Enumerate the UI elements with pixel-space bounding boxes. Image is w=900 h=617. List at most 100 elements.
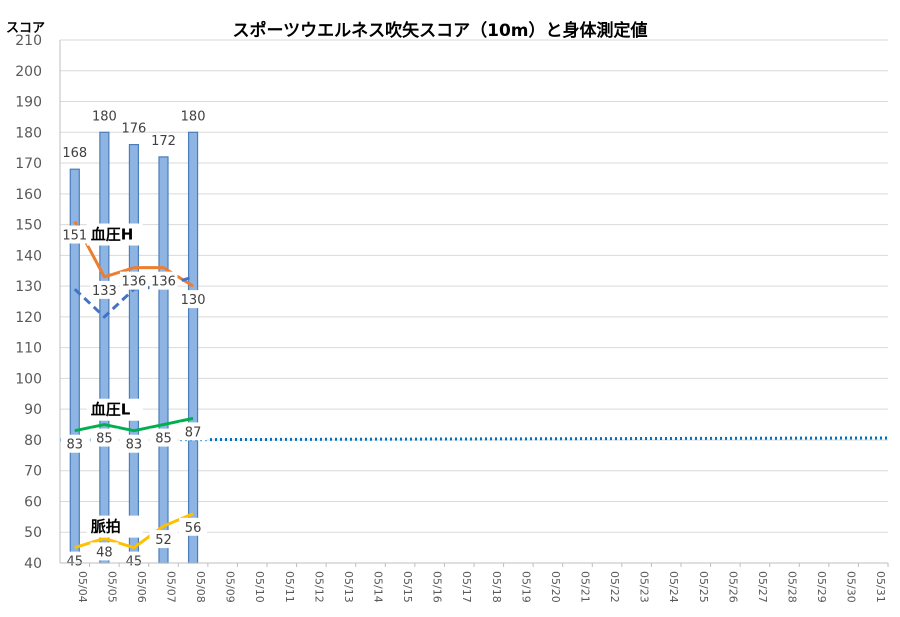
bar (187, 131, 199, 564)
x-tick-label: 05/25 (697, 571, 710, 603)
data-label: 151 (62, 229, 87, 244)
x-tick-label: 05/24 (667, 571, 680, 603)
series-label-bg (86, 515, 143, 538)
data-label: 83 (67, 438, 84, 453)
data-label: 48 (96, 545, 113, 560)
x-tick-label: 05/08 (194, 571, 207, 603)
y-tick-label: 60 (24, 494, 42, 510)
x-tick-label: 05/10 (253, 571, 266, 603)
data-label: 130 (181, 293, 206, 308)
x-tick-label: 05/13 (342, 571, 355, 603)
data-label: 133 (92, 284, 117, 299)
line-series (59, 220, 889, 550)
y-tick-label: 190 (15, 95, 42, 111)
data-label: 136 (122, 275, 147, 290)
x-tick-label: 05/21 (579, 571, 592, 603)
x-tick-label: 05/23 (638, 571, 651, 603)
x-tick-label: 05/28 (786, 571, 799, 603)
x-tick-label: 05/17 (460, 571, 473, 603)
x-tick-label: 05/14 (372, 571, 385, 603)
x-tick-label: 05/04 (76, 571, 89, 603)
y-tick-label: 160 (15, 187, 42, 203)
x-tick-label: 05/09 (224, 571, 237, 603)
data-label-bg (179, 517, 208, 536)
y-tick-label: 70 (24, 464, 42, 480)
data-label-bg (179, 422, 208, 441)
y-tick-label: 170 (15, 156, 42, 172)
x-tick-label: 05/15 (401, 571, 414, 603)
x-tick-label: 05/30 (845, 571, 858, 603)
x-tick-label: 05/31 (874, 571, 887, 603)
bar-value-label: 172 (151, 134, 176, 149)
data-label-bg (90, 542, 119, 561)
y-tick-label: 200 (15, 64, 42, 80)
y-axis-label: スコア (6, 21, 45, 36)
y-tick-label: 90 (24, 402, 42, 418)
x-tick-label: 05/05 (105, 571, 118, 603)
y-tick-label: 210 (15, 33, 42, 49)
data-label-bg (179, 290, 208, 309)
bar (128, 144, 140, 564)
x-tick-label: 05/12 (312, 571, 325, 603)
data-label: 85 (155, 432, 172, 447)
x-tick-label: 05/19 (519, 571, 532, 603)
data-label-bg (90, 280, 119, 299)
x-tick-label: 05/22 (608, 571, 621, 603)
x-tick-label: 05/29 (815, 571, 828, 603)
y-tick-label: 100 (15, 371, 42, 387)
bar-value-label: 168 (62, 146, 87, 161)
series-label-bg (86, 223, 143, 246)
x-tick-label: 05/16 (431, 571, 444, 603)
y-tick-label: 50 (24, 525, 42, 541)
data-label-bg (149, 428, 178, 447)
x-tick-label: 05/11 (283, 571, 296, 603)
data-label-bg (119, 271, 148, 290)
data-label: 45 (126, 555, 143, 570)
y-tick-label: 40 (24, 556, 42, 572)
axes: 4050607080901001101201301401501601701801… (15, 33, 889, 603)
data-label-bg (60, 551, 89, 570)
series-line-pulse (74, 512, 194, 550)
data-label: 56 (185, 521, 202, 536)
chart-title: スポーツウエルネス吹矢スコア（10m）と身体測定値 (232, 20, 647, 41)
bar (158, 156, 169, 564)
data-label-bg (149, 271, 178, 290)
data-label-bg (90, 428, 119, 447)
data-label-bg (60, 434, 89, 453)
x-tick-label: 05/06 (135, 571, 148, 603)
data-label: 136 (151, 275, 176, 290)
x-tick-label: 05/27 (756, 571, 769, 603)
x-tick-label: 05/07 (165, 571, 178, 603)
data-label: 85 (96, 432, 113, 447)
bar-value-label: 176 (122, 122, 147, 137)
bar (99, 131, 110, 564)
data-labels: 168 180 176 172 180 151 133 136 136 130 血圧H 83 85 83 8… (60, 109, 208, 570)
y-tick-label: 80 (24, 433, 42, 449)
series-line-bp_low (74, 416, 194, 433)
series-label: 脈拍 (91, 518, 121, 536)
y-tick-label: 150 (15, 218, 42, 234)
bar-value-label: 180 (92, 109, 117, 124)
series-label-bg (86, 398, 143, 421)
data-label: 87 (185, 425, 202, 440)
data-label-bg (149, 530, 178, 549)
reference-line (59, 436, 889, 442)
data-label: 52 (155, 533, 172, 548)
data-label-bg (119, 434, 148, 453)
y-tick-label: 180 (15, 125, 42, 141)
y-tick-label: 130 (15, 279, 42, 295)
y-tick-label: 110 (15, 341, 42, 357)
series-label: 血圧H (91, 226, 134, 244)
y-tick-label: 140 (15, 248, 42, 264)
x-tick-label: 05/26 (726, 571, 739, 603)
series-label: 血圧L (91, 401, 131, 419)
data-label-bg (119, 551, 148, 570)
x-tick-label: 05/18 (490, 571, 503, 603)
data-label: 45 (67, 555, 84, 570)
y-tick-label: 120 (15, 310, 42, 326)
bar-value-label: 180 (181, 109, 206, 124)
data-label: 83 (126, 438, 143, 453)
data-label-bg (60, 225, 89, 244)
